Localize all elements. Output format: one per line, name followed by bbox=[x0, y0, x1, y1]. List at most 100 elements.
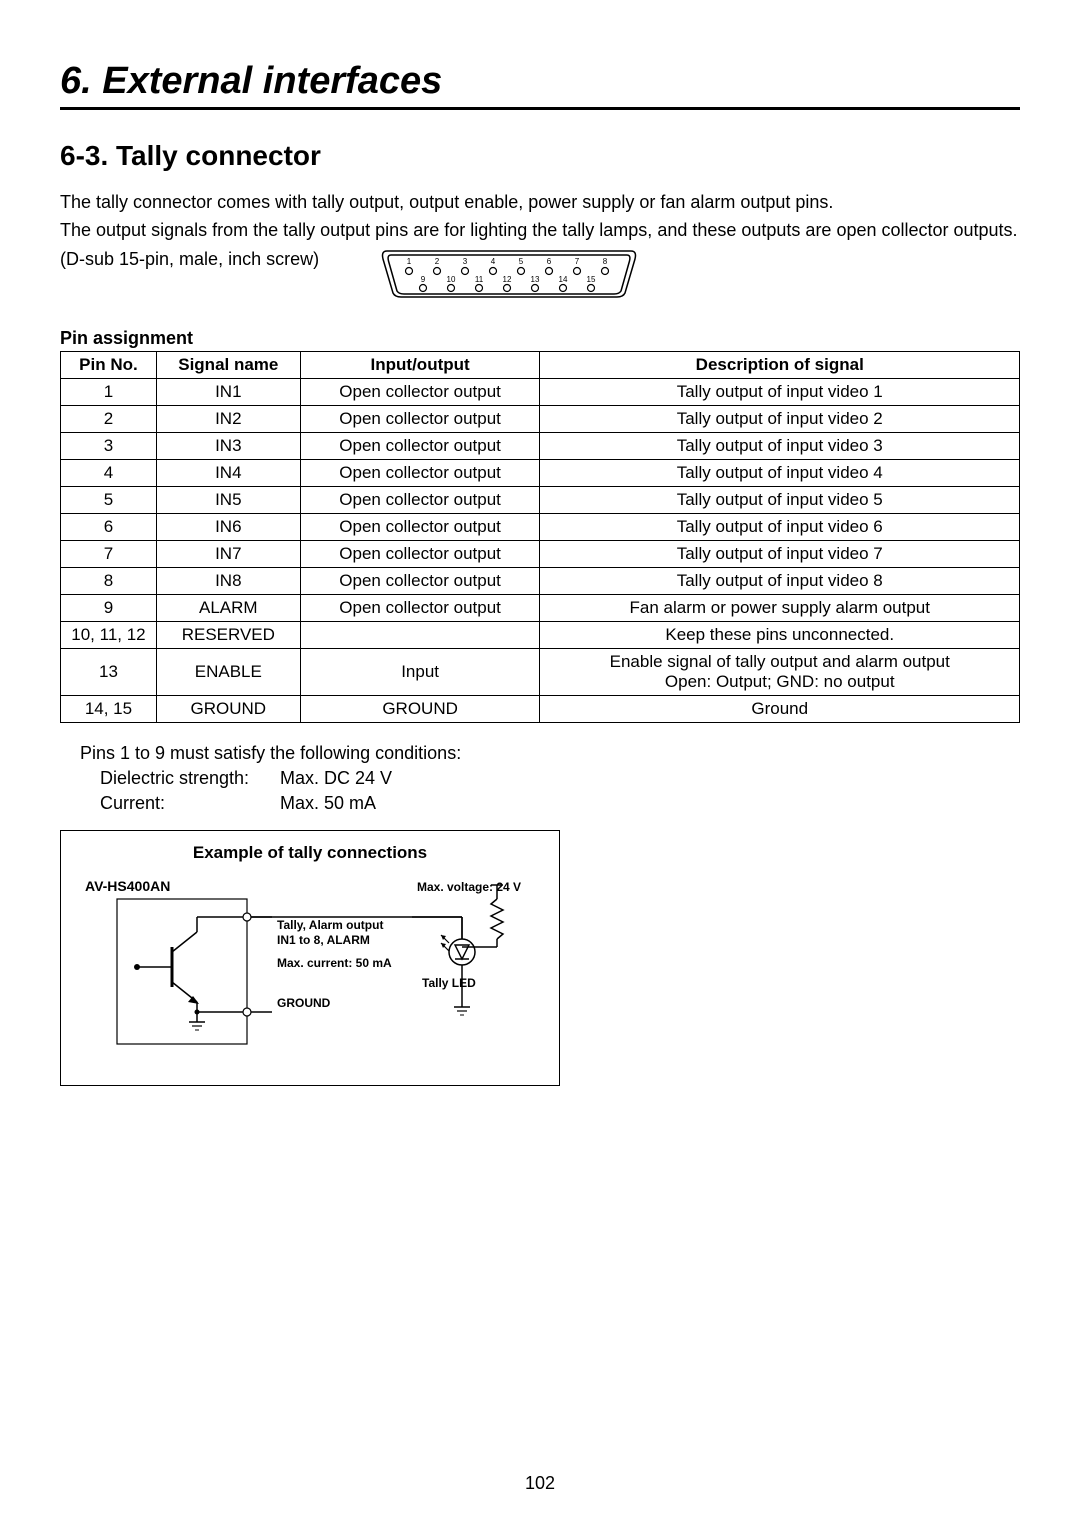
conditions-intro: Pins 1 to 9 must satisfy the following c… bbox=[60, 741, 1020, 766]
svg-text:9: 9 bbox=[421, 275, 426, 284]
table-row: 1IN1Open collector outputTally output of… bbox=[61, 378, 1020, 405]
intro-text: The tally connector comes with tally out… bbox=[60, 190, 1020, 306]
table-cell: Open collector output bbox=[300, 486, 540, 513]
table-cell: 8 bbox=[61, 567, 157, 594]
table-cell: IN7 bbox=[156, 540, 300, 567]
table-cell: Tally output of input video 3 bbox=[540, 432, 1020, 459]
table-cell: 9 bbox=[61, 594, 157, 621]
table-cell: Open collector output bbox=[300, 594, 540, 621]
dielectric-value: Max. DC 24 V bbox=[280, 766, 392, 791]
current-value: Max. 50 mA bbox=[280, 791, 376, 816]
table-cell: 4 bbox=[61, 459, 157, 486]
table-cell: Open collector output bbox=[300, 432, 540, 459]
max-voltage-label: Max. voltage: 24 V bbox=[417, 880, 521, 894]
table-cell: 3 bbox=[61, 432, 157, 459]
table-cell: IN8 bbox=[156, 567, 300, 594]
table-cell: IN6 bbox=[156, 513, 300, 540]
intro-line: The tally connector comes with tally out… bbox=[60, 190, 1020, 214]
table-row: 6IN6Open collector outputTally output of… bbox=[61, 513, 1020, 540]
device-label: AV-HS400AN bbox=[85, 878, 170, 894]
table-cell: GROUND bbox=[156, 695, 300, 722]
table-cell: Open collector output bbox=[300, 567, 540, 594]
table-cell: Open collector output bbox=[300, 405, 540, 432]
table-cell: Open collector output bbox=[300, 459, 540, 486]
table-cell: IN5 bbox=[156, 486, 300, 513]
table-cell: Tally output of input video 6 bbox=[540, 513, 1020, 540]
svg-text:7: 7 bbox=[575, 257, 580, 266]
table-header-row: Pin No. Signal name Input/output Descrip… bbox=[61, 351, 1020, 378]
dsub-connector-diagram: 12345678 9101112131415 bbox=[379, 247, 639, 306]
table-cell: Tally output of input video 7 bbox=[540, 540, 1020, 567]
dielectric-label: Dielectric strength: bbox=[100, 766, 280, 791]
svg-text:15: 15 bbox=[587, 275, 596, 284]
table-cell: Open collector output bbox=[300, 513, 540, 540]
col-header: Description of signal bbox=[540, 351, 1020, 378]
table-cell: Tally output of input video 8 bbox=[540, 567, 1020, 594]
table-cell: 1 bbox=[61, 378, 157, 405]
table-row: 8IN8Open collector outputTally output of… bbox=[61, 567, 1020, 594]
current-label: Current: bbox=[100, 791, 280, 816]
table-cell: Ground bbox=[540, 695, 1020, 722]
section-title: 6-3. Tally connector bbox=[60, 140, 1020, 172]
table-row: 2IN2Open collector outputTally output of… bbox=[61, 405, 1020, 432]
example-box: Example of tally connections AV-HS400AN … bbox=[60, 830, 560, 1086]
svg-text:11: 11 bbox=[475, 275, 484, 284]
table-cell: 13 bbox=[61, 648, 157, 695]
svg-text:6: 6 bbox=[547, 257, 552, 266]
table-row: 5IN5Open collector outputTally output of… bbox=[61, 486, 1020, 513]
svg-text:12: 12 bbox=[503, 275, 512, 284]
max-current-label: Max. current: 50 mA bbox=[277, 956, 392, 970]
table-cell: Fan alarm or power supply alarm output bbox=[540, 594, 1020, 621]
table-cell: GROUND bbox=[300, 695, 540, 722]
ground-label: GROUND bbox=[277, 996, 331, 1010]
svg-text:10: 10 bbox=[447, 275, 456, 284]
intro-line: The output signals from the tally output… bbox=[60, 218, 1020, 242]
svg-text:2: 2 bbox=[435, 257, 440, 266]
tally-led-label: Tally LED bbox=[422, 976, 476, 990]
table-row: 4IN4Open collector outputTally output of… bbox=[61, 459, 1020, 486]
svg-text:1: 1 bbox=[407, 257, 412, 266]
table-cell: 7 bbox=[61, 540, 157, 567]
table-cell bbox=[300, 621, 540, 648]
table-cell: 10, 11, 12 bbox=[61, 621, 157, 648]
table-cell: 2 bbox=[61, 405, 157, 432]
example-title: Example of tally connections bbox=[77, 843, 543, 863]
pin-assignment-title: Pin assignment bbox=[60, 328, 1020, 349]
table-cell: Open collector output bbox=[300, 378, 540, 405]
table-cell: ENABLE bbox=[156, 648, 300, 695]
table-cell: 6 bbox=[61, 513, 157, 540]
svg-text:8: 8 bbox=[603, 257, 608, 266]
conditions-block: Pins 1 to 9 must satisfy the following c… bbox=[60, 741, 1020, 817]
table-cell: IN3 bbox=[156, 432, 300, 459]
table-cell: Keep these pins unconnected. bbox=[540, 621, 1020, 648]
table-row: 9ALARMOpen collector outputFan alarm or … bbox=[61, 594, 1020, 621]
intro-line: (D-sub 15-pin, male, inch screw) bbox=[60, 247, 319, 271]
svg-text:3: 3 bbox=[463, 257, 468, 266]
table-cell: Tally output of input video 5 bbox=[540, 486, 1020, 513]
table-cell: IN1 bbox=[156, 378, 300, 405]
table-row: 13ENABLEInputEnable signal of tally outp… bbox=[61, 648, 1020, 695]
col-header: Pin No. bbox=[61, 351, 157, 378]
table-row: 14, 15GROUNDGROUNDGround bbox=[61, 695, 1020, 722]
col-header: Input/output bbox=[300, 351, 540, 378]
table-cell: 5 bbox=[61, 486, 157, 513]
tally-circuit-diagram: AV-HS400AN Max. voltage: 24 V bbox=[77, 877, 545, 1052]
table-cell: Tally output of input video 1 bbox=[540, 378, 1020, 405]
chapter-title: 6. External interfaces bbox=[60, 60, 1020, 110]
table-cell: Input bbox=[300, 648, 540, 695]
tally-alarm-label2: IN1 to 8, ALARM bbox=[277, 933, 370, 947]
table-row: 3IN3Open collector outputTally output of… bbox=[61, 432, 1020, 459]
tally-alarm-label: Tally, Alarm output bbox=[277, 918, 383, 932]
pin-assignment-table: Pin No. Signal name Input/output Descrip… bbox=[60, 351, 1020, 723]
svg-text:14: 14 bbox=[559, 275, 568, 284]
svg-text:5: 5 bbox=[519, 257, 524, 266]
table-cell: IN4 bbox=[156, 459, 300, 486]
table-cell: RESERVED bbox=[156, 621, 300, 648]
table-cell: 14, 15 bbox=[61, 695, 157, 722]
table-cell: Tally output of input video 2 bbox=[540, 405, 1020, 432]
table-cell: ALARM bbox=[156, 594, 300, 621]
table-cell: Enable signal of tally output and alarm … bbox=[540, 648, 1020, 695]
table-row: 10, 11, 12RESERVED Keep these pins unconn… bbox=[61, 621, 1020, 648]
table-cell: Tally output of input video 4 bbox=[540, 459, 1020, 486]
svg-text:4: 4 bbox=[491, 257, 496, 266]
